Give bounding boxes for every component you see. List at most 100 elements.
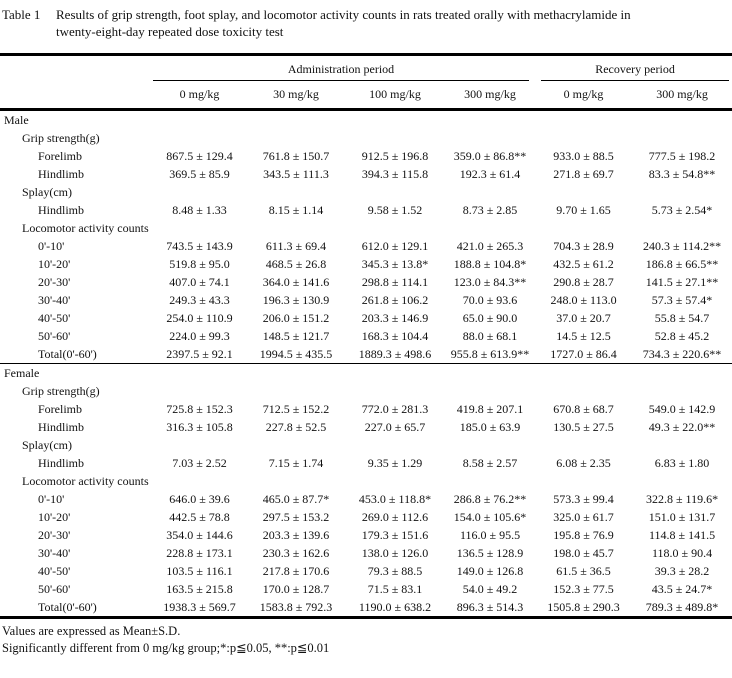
- data-cell: 249.3 ± 43.3: [169, 292, 230, 307]
- data-cell: 7.15 ± 1.74: [268, 455, 324, 470]
- data-cell: 316.3 ± 105.8: [166, 419, 233, 434]
- data-cell: [632, 436, 732, 454]
- data-cell: 325.0 ± 61.7: [553, 509, 614, 524]
- data-cell: 52.8 ± 45.2: [654, 328, 710, 343]
- table-row-male-total-0-60-: Total(0'-60') 2397.5 ± 92.1 1994.5 ± 435.5…: [0, 345, 732, 364]
- data-cell: 271.8 ± 69.7: [553, 166, 614, 181]
- footnote-mean-sd: Values are expressed as Mean±S.D.: [2, 624, 181, 638]
- data-cell: [535, 436, 632, 454]
- row-label: Grip strength(g): [22, 130, 100, 145]
- data-cell: 248.0 ± 113.0: [550, 292, 617, 307]
- table-row-female-40-50-: 40'-50' 103.5 ± 116.1 217.8 ± 170.6 79.3 ± …: [0, 562, 732, 580]
- data-cell: 298.8 ± 114.1: [361, 274, 429, 289]
- data-cell: 670.8 ± 68.7: [553, 401, 614, 416]
- data-cell: [345, 436, 445, 454]
- row-label: 0'-10': [38, 491, 65, 506]
- data-cell: 14.5 ± 12.5: [556, 328, 611, 343]
- table-row-male-locomotor-activity-counts: Locomotor activity counts: [0, 219, 732, 237]
- footnote-significance: Significantly different from 0 mg/kg gro…: [2, 640, 330, 655]
- table-row-female-10-20-: 10'-20' 442.5 ± 78.8 297.5 ± 153.2 269.0 ± …: [0, 508, 732, 526]
- table-row-female-0-10-: 0'-10' 646.0 ± 39.6 465.0 ± 87.7* 453.0 ± 1…: [0, 490, 732, 508]
- data-cell: 206.0 ± 151.2: [262, 310, 330, 325]
- table-row-male-20-30-: 20'-30' 407.0 ± 74.1 364.0 ± 141.6 298.8 ± …: [0, 273, 732, 291]
- footnotes: Values are expressed as Mean±S.D. Signif…: [0, 619, 732, 656]
- dose-column-header-1: 30 mg/kg: [247, 81, 345, 111]
- row-label: 30'-40': [38, 545, 71, 560]
- data-cell: 130.5 ± 27.5: [553, 419, 614, 434]
- data-cell: 37.0 ± 20.7: [556, 310, 611, 325]
- data-cell: [345, 129, 445, 147]
- data-cell: 725.8 ± 152.3: [166, 401, 233, 416]
- data-cell: [247, 364, 345, 383]
- data-cell: [152, 382, 247, 400]
- data-cell: 468.5 ± 26.8: [265, 256, 327, 271]
- data-cell: [535, 219, 632, 237]
- data-cell: 1994.5 ± 435.5: [247, 345, 345, 364]
- data-cell: 772.0 ± 281.3: [361, 401, 429, 416]
- data-cell: 297.5 ± 153.2: [262, 509, 330, 524]
- data-cell: 88.0 ± 68.1: [462, 328, 518, 343]
- data-cell: 49.3 ± 22.0**: [648, 419, 716, 434]
- data-cell: 217.8 ± 170.6: [262, 563, 330, 578]
- data-cell: 138.0 ± 126.0: [361, 545, 429, 560]
- row-label: 0'-10': [38, 238, 65, 253]
- table-row-female-50-60-: 50'-60' 163.5 ± 215.8 170.0 ± 128.7 71.5 ± …: [0, 580, 732, 598]
- data-cell: [445, 219, 535, 237]
- row-label: Hindlimb: [38, 419, 85, 434]
- data-cell: 1190.0 ± 638.2: [345, 598, 445, 619]
- data-cell: 1505.8 ± 290.3: [535, 598, 633, 619]
- data-cell: [632, 110, 732, 130]
- data-cell: 261.8 ± 106.2: [361, 292, 429, 307]
- data-cell: [535, 364, 632, 383]
- row-label: Splay(cm): [22, 184, 72, 199]
- data-cell: 152.3 ± 77.5: [553, 581, 614, 596]
- row-label: Forelimb: [38, 148, 82, 163]
- table-row-female-30-40-: 30'-40' 228.8 ± 173.1 230.3 ± 162.6 138.0 ±…: [0, 544, 732, 562]
- row-label: Female: [4, 365, 40, 380]
- row-label: Hindlimb: [38, 166, 85, 181]
- data-cell: 123.0 ± 84.3**: [453, 274, 527, 289]
- administration-period-header: Administration period: [152, 55, 535, 81]
- data-cell: 163.5 ± 215.8: [166, 581, 233, 596]
- data-cell: [152, 364, 247, 383]
- data-cell: 955.8 ± 613.9**: [445, 345, 536, 364]
- data-cell: 789.3 ± 489.8*: [632, 598, 732, 619]
- data-cell: 230.3 ± 162.6: [262, 545, 330, 560]
- data-cell: 761.8 ± 150.7: [262, 148, 330, 163]
- data-cell: 151.0 ± 131.7: [648, 509, 716, 524]
- row-label: Grip strength(g): [22, 383, 100, 398]
- table-row-male-hindlimb: Hindlimb 8.48 ± 1.33 8.15 ± 1.14 9.58 ± 1.5…: [0, 201, 732, 219]
- dose-column-header-2: 100 mg/kg: [345, 81, 445, 111]
- row-label: 40'-50': [38, 563, 71, 578]
- data-cell: 8.48 ± 1.33: [172, 202, 227, 217]
- data-cell: 354.0 ± 144.6: [166, 527, 233, 542]
- data-cell: 116.0 ± 95.5: [459, 527, 521, 542]
- data-cell: 168.3 ± 104.4: [361, 328, 429, 343]
- data-cell: 9.35 ± 1.29: [367, 455, 423, 470]
- table-row-male-50-60-: 50'-60' 224.0 ± 99.3 148.5 ± 121.7 168.3 ± …: [0, 327, 732, 345]
- data-cell: 55.8 ± 54.7: [654, 310, 710, 325]
- data-cell: 8.15 ± 1.14: [268, 202, 324, 217]
- data-cell: [632, 472, 732, 490]
- data-cell: [345, 472, 445, 490]
- table-row-section-female: Female: [0, 364, 732, 383]
- results-table: Administration period Recovery period 0 …: [0, 53, 732, 619]
- data-cell: 407.0 ± 74.1: [169, 274, 230, 289]
- table-caption-text: Results of grip strength, foot splay, an…: [56, 7, 631, 39]
- data-cell: [632, 183, 732, 201]
- row-label: Male: [4, 112, 29, 127]
- data-cell: 5.73 ± 2.54*: [651, 202, 713, 217]
- recovery-period-header: Recovery period: [535, 55, 732, 81]
- data-cell: [445, 436, 535, 454]
- data-cell: 39.3 ± 28.2: [654, 563, 710, 578]
- table-row-male-0-10-: 0'-10' 743.5 ± 143.9 611.3 ± 69.4 612.0 ± 1…: [0, 237, 732, 255]
- data-cell: 203.3 ± 139.6: [262, 527, 330, 542]
- data-cell: 154.0 ± 105.6*: [453, 509, 527, 524]
- data-cell: [632, 382, 732, 400]
- data-cell: 419.8 ± 207.1: [456, 401, 524, 416]
- data-cell: 148.5 ± 121.7: [262, 328, 330, 343]
- data-cell: 290.8 ± 28.7: [553, 274, 614, 289]
- data-cell: 118.0 ± 90.4: [651, 545, 713, 560]
- data-cell: [535, 382, 632, 400]
